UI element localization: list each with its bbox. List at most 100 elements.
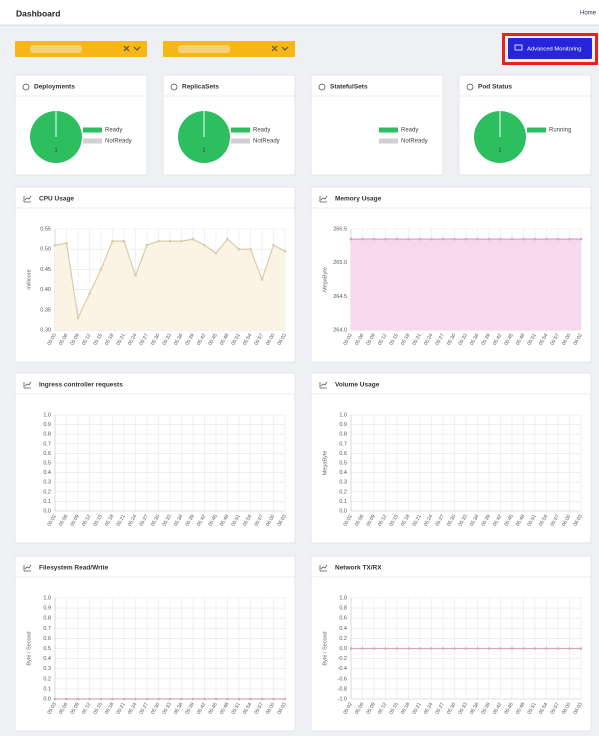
x-tick-label: 05:24 xyxy=(423,701,435,715)
y-tick-label: 0.6 xyxy=(339,451,347,457)
point xyxy=(88,292,91,295)
y-tick-label: 0.0 xyxy=(43,696,51,702)
x-tick-label: 05:45 xyxy=(207,701,219,715)
x-tick-label: 06:00 xyxy=(561,701,573,715)
y-tick-label: 0.8 xyxy=(339,432,347,438)
point xyxy=(99,268,103,271)
x-tick-label: 05:15 xyxy=(388,513,400,527)
y-tick-label: 264.5 xyxy=(333,294,347,300)
y-tick-label: 1.0 xyxy=(339,412,347,418)
breadcrumb[interactable]: Home xyxy=(580,11,597,17)
x-tick-label: 05:06 xyxy=(354,332,366,346)
y-tick-label: 0.7 xyxy=(43,441,51,447)
x-tick-label: 05:30 xyxy=(446,513,458,527)
point xyxy=(418,237,422,241)
point xyxy=(395,647,399,650)
x-tick-label: 05:30 xyxy=(150,513,162,527)
point xyxy=(260,278,264,281)
x-tick-label: 05:24 xyxy=(127,701,139,715)
x-tick-label: 05:21 xyxy=(411,513,423,527)
y-tick-label: 0.8 xyxy=(43,616,51,622)
x-tick-label: 05:45 xyxy=(207,513,219,527)
y-tick-label: 0.9 xyxy=(43,606,51,612)
y-tick-label: 265.5 xyxy=(333,226,347,232)
card xyxy=(14,555,296,732)
advanced-monitoring-button[interactable] xyxy=(508,38,592,59)
trend-icon xyxy=(23,564,32,572)
dropdown[interactable] xyxy=(163,41,295,57)
legend-label: Ready xyxy=(253,128,270,134)
x-tick-label: 05:48 xyxy=(515,513,527,527)
point xyxy=(237,697,241,701)
point xyxy=(145,243,149,247)
x-tick-label: 05:54 xyxy=(538,513,550,527)
y-tick-label: 0.30 xyxy=(40,327,51,333)
x-tick-label: 05:33 xyxy=(457,701,469,715)
x-tick-label: 05:15 xyxy=(92,701,104,715)
x-tick-label: 05:42 xyxy=(492,332,504,346)
y-tick-label: 0.6 xyxy=(43,451,51,457)
y-tick-label: 0.8 xyxy=(43,432,51,438)
x-tick-label: 05:39 xyxy=(480,332,492,346)
x-tick-label: 05:12 xyxy=(377,332,389,346)
point xyxy=(384,647,387,650)
point xyxy=(372,647,376,650)
pie-label: 1 xyxy=(202,147,205,153)
x-tick-label: 05:12 xyxy=(377,701,389,715)
x-tick-label: 05:57 xyxy=(253,332,265,346)
trend-icon xyxy=(23,195,32,203)
point xyxy=(111,239,114,243)
x-tick-label: 05:18 xyxy=(400,332,412,346)
monitor-icon xyxy=(514,44,523,51)
area xyxy=(55,239,285,330)
x-tick-label: 05:18 xyxy=(400,701,412,715)
x-tick-label: 05:54 xyxy=(538,701,550,715)
x-tick-label: 05:09 xyxy=(365,701,377,715)
y-tick-label: -0.6 xyxy=(338,676,347,682)
point xyxy=(568,647,571,650)
x-tick-label: 05:42 xyxy=(492,701,504,715)
x-tick-label: 05:39 xyxy=(184,513,196,527)
x-tick-label: 05:33 xyxy=(457,513,469,527)
button-label[interactable]: Advanced Monitoring xyxy=(527,47,581,53)
dropdown[interactable] xyxy=(15,41,147,57)
x-tick-label: 06:00 xyxy=(265,513,277,527)
point xyxy=(226,697,229,701)
card xyxy=(14,372,296,544)
y-tick-label: 0.50 xyxy=(40,247,51,253)
point xyxy=(464,237,468,241)
x-tick-label: 05:12 xyxy=(377,513,389,527)
y-axis-label: Byte / Second xyxy=(26,631,32,665)
point xyxy=(168,697,172,701)
x-tick-label: 05:15 xyxy=(388,332,400,346)
x-tick-label: 05:09 xyxy=(365,513,377,527)
clock-icon xyxy=(318,83,326,91)
point xyxy=(65,241,68,245)
point xyxy=(180,697,183,701)
x-tick-label: 06:00 xyxy=(561,332,573,346)
legend-label: NotReady xyxy=(105,139,132,145)
x-tick-label: 05:30 xyxy=(446,332,458,346)
point xyxy=(487,237,491,241)
x-tick-label: 05:57 xyxy=(549,513,561,527)
x-tick-label: 05:06 xyxy=(58,701,70,715)
y-tick-label: 0.6 xyxy=(339,616,347,622)
x-tick-label: 05:54 xyxy=(242,513,254,527)
point xyxy=(203,697,206,701)
point xyxy=(476,237,479,241)
y-tick-label: 0.1 xyxy=(43,499,51,505)
y-tick-label: 0.7 xyxy=(339,441,347,447)
y-tick-label: 0.35 xyxy=(40,307,51,313)
point xyxy=(533,647,537,650)
y-tick-label: 0.1 xyxy=(43,686,51,692)
point xyxy=(349,647,353,650)
legend-swatch xyxy=(83,138,102,144)
x-tick-label: 05:12 xyxy=(81,513,93,527)
point xyxy=(65,697,68,701)
x-tick-label: 05:24 xyxy=(423,513,435,527)
y-tick-label: 1.0 xyxy=(43,595,51,601)
y-tick-label: 0.5 xyxy=(43,460,51,466)
legend-swatch xyxy=(231,127,250,133)
y-tick-label: 0.9 xyxy=(43,422,51,428)
x-tick-label: 05:45 xyxy=(207,332,219,346)
